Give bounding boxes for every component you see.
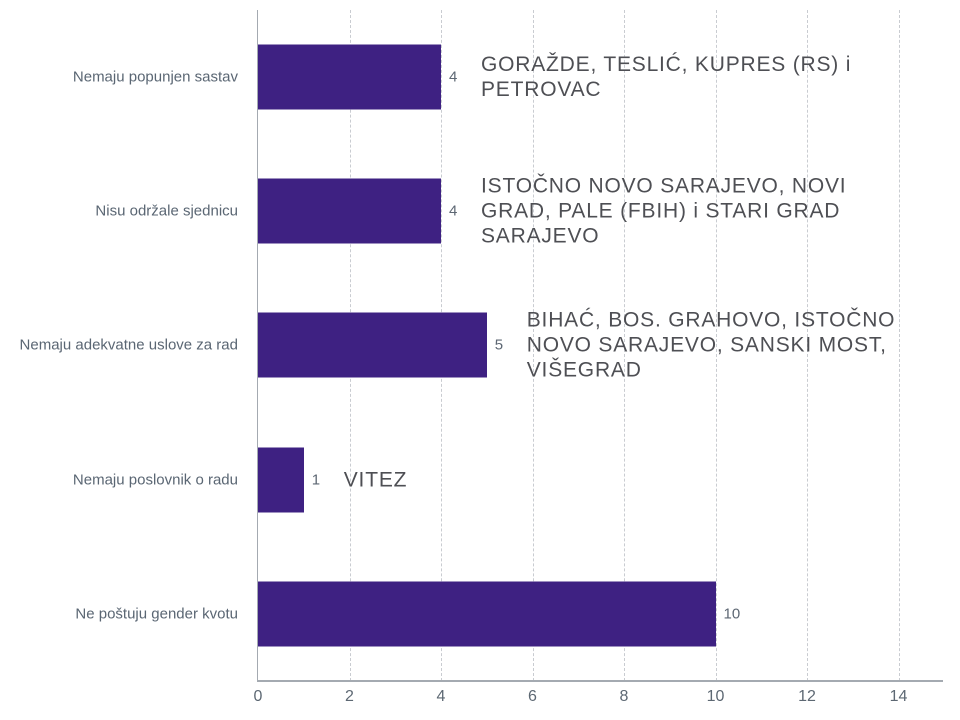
bar-value-label: 5 [494, 336, 504, 354]
category-label: Nemaju popunjen sastav [72, 68, 238, 86]
category-label: Nemaju poslovnik o radu [72, 471, 238, 489]
bar-row: Nisu održale sjednicu 4 ISTOČNO NOVO SAR… [0, 144, 960, 278]
x-tick-label: 2 [345, 688, 354, 705]
category-label: Nemaju adekvatne uslove za rad [19, 336, 238, 354]
x-tick-label: 12 [798, 688, 816, 705]
bar-row: Ne poštuju gender kvotu 10 [0, 547, 960, 681]
x-tick-label: 4 [436, 688, 446, 705]
bar-annotation: BIHAĆ, BOS. GRAHOVO, ISTOČNO NOVO SARAJEV… [526, 308, 896, 382]
gridline [532, 10, 534, 681]
x-tick-label: 14 [889, 688, 908, 705]
bar [258, 447, 304, 513]
gridline [715, 10, 717, 681]
category-label: Ne poštuju gender kvotu [75, 605, 238, 623]
x-axis-line [257, 680, 943, 682]
y-axis-line [257, 10, 258, 681]
bar [258, 581, 716, 647]
category-label: Nisu održale sjednicu [95, 202, 238, 220]
x-tick-label: 0 [253, 688, 263, 705]
bar-row: Nemaju poslovnik o radu 1 VITEZ [0, 413, 960, 547]
bar-row: Nemaju popunjen sastav 4 GORAŽDE, TESLIĆ… [0, 10, 960, 144]
bar-value-label: 4 [449, 68, 458, 86]
bar-value-label: 4 [449, 202, 458, 220]
x-tick-label: 6 [528, 688, 537, 705]
gridline [807, 10, 808, 681]
x-tick-label: 8 [619, 688, 629, 705]
bar-value-label: 10 [723, 605, 741, 623]
bar [258, 312, 487, 378]
bar-value-label: 1 [311, 471, 321, 489]
bar [258, 178, 441, 244]
x-tick-label: 10 [706, 688, 725, 705]
bar-row: Nemaju adekvatne uslove za rad 5 BIHAĆ, … [0, 278, 960, 412]
bar [258, 44, 441, 110]
bar-annotation: ISTOČNO NOVO SARAJEVO, NOVI GRAD, PALE (F… [481, 174, 847, 248]
gridline [898, 10, 900, 681]
bar-annotation: GORAŽDE, TESLIĆ, KUPRES (RS) i PETROVAC [481, 53, 852, 102]
gridline [624, 10, 625, 681]
bar-annotation: VITEZ [343, 468, 408, 492]
